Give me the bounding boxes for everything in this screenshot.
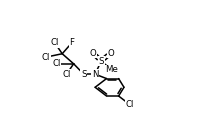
Text: Cl: Cl xyxy=(62,70,70,79)
Text: S: S xyxy=(98,57,103,66)
Text: Me: Me xyxy=(105,65,118,74)
Text: Cl: Cl xyxy=(42,53,50,62)
Text: Cl: Cl xyxy=(125,100,134,109)
Text: N: N xyxy=(91,70,98,79)
Text: S: S xyxy=(81,70,86,79)
Text: Cl: Cl xyxy=(50,38,59,48)
Text: O: O xyxy=(107,48,113,58)
Text: Cl: Cl xyxy=(52,59,60,68)
Text: O: O xyxy=(89,48,96,58)
Text: F: F xyxy=(69,38,74,48)
